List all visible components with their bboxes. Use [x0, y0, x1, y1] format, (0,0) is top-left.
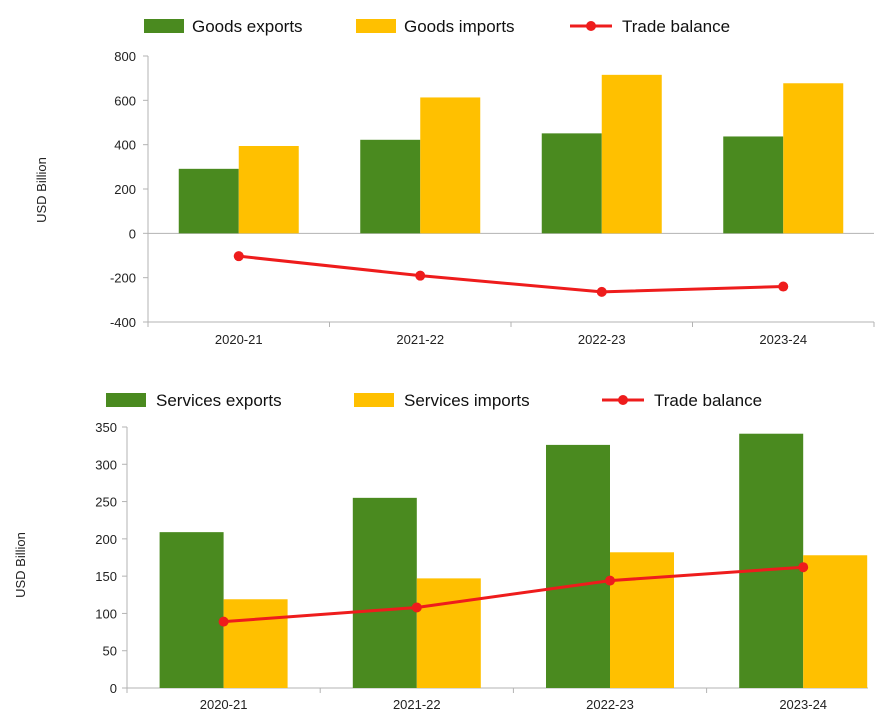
- services-bar-services-exports: [352, 497, 417, 688]
- services-legend-label-2: Trade balance: [654, 391, 762, 410]
- services-legend-swatch-1: [354, 393, 394, 407]
- services-bar-services-exports: [546, 444, 610, 688]
- services-x-tick-label: 2021-22: [393, 697, 441, 711]
- goods-legend-marker: [586, 21, 596, 31]
- services-bar-services-imports: [223, 599, 288, 688]
- services-legend-label-1: Services imports: [404, 391, 530, 410]
- goods-bar-goods-exports: [541, 133, 602, 234]
- services-bar-services-exports: [739, 433, 804, 688]
- services-legend-swatch-0: [106, 393, 146, 407]
- services-trade-balance-point: [605, 575, 615, 586]
- goods-trade-balance-point: [233, 251, 244, 262]
- services-y-tick-label: 0: [110, 681, 117, 696]
- goods-bar-goods-imports: [238, 145, 299, 234]
- goods-y-tick-label: 800: [114, 49, 136, 64]
- services-x-tick-label: 2022-23: [586, 697, 634, 711]
- services-legend-marker: [618, 395, 628, 405]
- goods-bar-goods-exports: [178, 168, 239, 234]
- goods-bar-goods-imports: [783, 83, 844, 234]
- services-trade-balance-point: [798, 562, 809, 573]
- services-y-tick-label: 50: [103, 644, 117, 659]
- services-trade-balance-point: [218, 616, 229, 627]
- services-y-axis-label: USD Billion: [13, 532, 28, 598]
- goods-bar-goods-exports: [723, 136, 784, 234]
- services-y-tick-label: 300: [95, 457, 117, 472]
- services-y-tick-label: 250: [95, 495, 117, 510]
- services-bar-services-imports: [610, 552, 674, 688]
- goods-trade-chart: 800 600 400 200 0 -200 -400 USD Billion 2020-21 2…: [34, 17, 875, 347]
- goods-y-tick-label: 400: [114, 138, 136, 153]
- goods-y-tick-label: 0: [129, 226, 136, 241]
- goods-trade-balance-point: [596, 286, 607, 297]
- goods-bar-goods-imports: [601, 74, 662, 234]
- goods-x-tick-label: 2023-24: [759, 332, 807, 347]
- services-y-tick-label: 150: [95, 569, 117, 584]
- services-x-tick-label: 2023-24: [779, 697, 827, 711]
- goods-trade-balance-point: [778, 281, 789, 292]
- goods-bar-goods-exports: [360, 139, 421, 234]
- goods-y-axis-label: USD Billion: [34, 157, 49, 223]
- goods-bar-goods-imports: [420, 97, 481, 234]
- goods-x-tick-label: 2022-23: [578, 332, 626, 347]
- goods-x-tick-label: 2020-21: [215, 332, 263, 347]
- services-bar-services-imports: [803, 555, 868, 688]
- goods-trade-balance-line: [238, 254, 784, 294]
- services-trade-balance-line: [223, 565, 804, 624]
- services-bar-services-exports: [159, 532, 224, 688]
- services-y-tick-label: 350: [95, 420, 117, 435]
- goods-legend-swatch-1: [356, 19, 396, 33]
- goods-y-tick-label: -400: [110, 315, 136, 330]
- goods-y-tick-label: 200: [114, 182, 136, 197]
- goods-trade-balance-point: [415, 270, 426, 281]
- goods-legend-swatch-0: [144, 19, 184, 33]
- services-y-tick-label: 100: [95, 606, 117, 621]
- goods-x-tick-label: 2021-22: [396, 332, 444, 347]
- goods-legend-label-1: Goods imports: [404, 17, 515, 36]
- services-bar-services-imports: [416, 578, 481, 688]
- services-trade-balance-point: [411, 602, 422, 613]
- goods-legend-label-0: Goods exports: [192, 17, 303, 36]
- services-legend-label-0: Services exports: [156, 391, 282, 410]
- goods-y-tick-label: 600: [114, 93, 136, 108]
- goods-y-tick-label: -200: [110, 271, 136, 286]
- goods-legend-label-2: Trade balance: [622, 17, 730, 36]
- services-y-tick-label: 200: [95, 532, 117, 547]
- services-trade-chart: 350 300 250 200 150 100 50 0 USD Billion 2020-21 2…: [13, 391, 868, 711]
- services-x-tick-label: 2020-21: [200, 697, 248, 711]
